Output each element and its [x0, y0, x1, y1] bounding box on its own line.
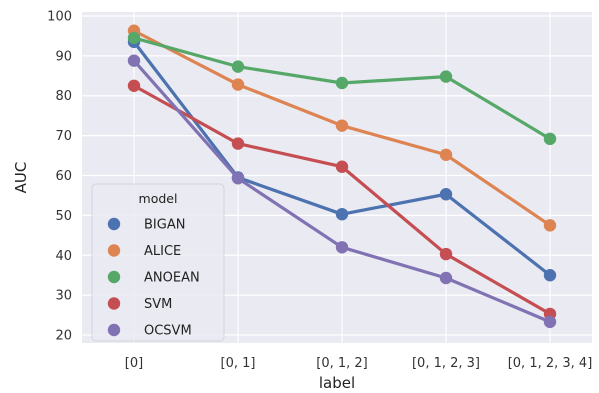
- x-tick-label: [0]: [125, 356, 143, 371]
- data-point-svm: [231, 137, 245, 150]
- legend-marker: [107, 270, 121, 284]
- data-point-alice: [543, 219, 557, 232]
- series-anoean: [127, 31, 557, 146]
- data-point-svm: [439, 247, 453, 261]
- legend-items: BIGAN ALICE ANOEAN SVM OCSVM: [107, 217, 200, 339]
- data-point-bigan: [543, 269, 557, 282]
- y-tick-label: 20: [55, 329, 72, 344]
- y-tick-labels: 20 30 40 50 60 70 80 90 100: [47, 9, 72, 343]
- legend-label: SVM: [144, 297, 172, 312]
- legend-marker: [107, 244, 121, 257]
- data-point-anoean: [127, 31, 141, 45]
- data-point-alice: [335, 119, 349, 132]
- legend-label: OCSVM: [144, 324, 192, 339]
- y-tick-label: 60: [55, 169, 72, 184]
- data-point-alice: [439, 148, 453, 161]
- data-point-bigan: [439, 188, 453, 201]
- legend-title: model: [139, 191, 178, 206]
- series-ocsvm: [127, 54, 557, 329]
- series-layer: [127, 24, 557, 329]
- x-tick-labels: [0] [0, 1] [0, 1, 2] [0, 1, 2, 3] [0, 1, 2, …: [125, 356, 592, 371]
- y-tick-label: 70: [55, 129, 72, 144]
- data-point-ocsvm: [127, 54, 141, 67]
- y-tick-label: 80: [55, 89, 72, 104]
- x-axis-label: label: [319, 374, 355, 392]
- data-point-ocsvm: [543, 315, 557, 329]
- series-svm: [127, 79, 557, 321]
- data-point-bigan: [335, 207, 349, 221]
- legend-box: [91, 183, 225, 342]
- y-axis-label: AUC: [12, 162, 30, 194]
- y-tick-label: 100: [47, 9, 72, 24]
- y-tick-label: 30: [55, 289, 72, 304]
- legend-marker: [107, 297, 121, 310]
- data-point-anoean: [231, 60, 245, 73]
- data-point-alice: [231, 78, 245, 91]
- x-tick-label: [0, 1, 2, 3, 4]: [508, 356, 593, 371]
- x-tick-label: [0, 1]: [221, 356, 256, 371]
- data-point-ocsvm: [231, 172, 245, 185]
- legend: model BIGAN ALICE ANOEAN SVM OCSVM: [91, 183, 225, 342]
- data-point-anoean: [543, 132, 557, 146]
- data-point-svm: [335, 160, 349, 173]
- legend-marker: [107, 323, 121, 337]
- x-tick-label: [0, 1, 2]: [316, 356, 368, 371]
- legend-label: BIGAN: [144, 218, 185, 233]
- data-point-ocsvm: [335, 241, 349, 254]
- data-point-svm: [127, 79, 141, 92]
- data-point-anoean: [439, 70, 453, 83]
- legend-marker: [107, 217, 121, 231]
- x-tick-label: [0, 1, 2, 3]: [412, 356, 480, 371]
- y-tick-label: 90: [55, 49, 72, 64]
- y-tick-label: 50: [55, 209, 72, 224]
- legend-label: ALICE: [144, 244, 181, 259]
- data-point-anoean: [335, 76, 349, 90]
- data-point-ocsvm: [439, 271, 453, 285]
- y-tick-label: 40: [55, 249, 72, 264]
- legend-label: ANOEAN: [144, 271, 200, 286]
